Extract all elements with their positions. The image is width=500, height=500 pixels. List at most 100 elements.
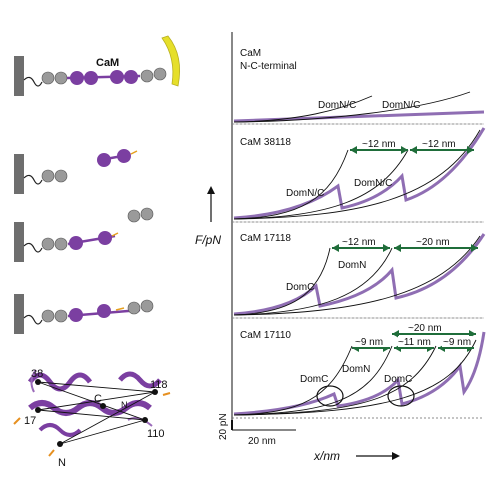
pull-marker [162, 392, 171, 396]
distance-arrowhead [471, 244, 478, 252]
cam-label: CaM [96, 57, 119, 69]
crosslink [115, 307, 125, 311]
n-terminus-label: N [58, 457, 66, 469]
residue-17-label: 17 [24, 415, 36, 427]
cantilever [161, 35, 181, 87]
spacer-bead [140, 207, 154, 221]
residue-38-label: 38 [31, 368, 43, 380]
residue-distance-line [37, 381, 156, 393]
residue-distance-line [37, 409, 146, 421]
peak-label: DomN/C [382, 100, 420, 111]
distance-label: ~12 nm [422, 139, 456, 150]
noisy-trace [233, 331, 486, 416]
n-terminus-dot [57, 441, 63, 447]
cam-domain [97, 153, 111, 167]
residue-38-dot [35, 379, 41, 385]
spacer-bead [41, 169, 55, 183]
spacer-bead [41, 71, 55, 85]
peak-label: DomN/C [286, 188, 324, 199]
distance-label: ~12 nm [342, 237, 376, 248]
wlc-fit [233, 345, 353, 416]
peak-label: DomN [338, 260, 366, 271]
force-traces: 20 pN 20 nm F/pN x/nm CaM N-C-terminal D… [195, 32, 486, 463]
x-label-arrowhead [392, 452, 400, 460]
schematic-row-4 [14, 294, 154, 334]
wlc-fit [233, 247, 393, 316]
panel-title: CaM 17118 [240, 233, 291, 244]
crosslink [130, 150, 138, 155]
y-axis-label: F/pN [195, 233, 221, 247]
distance-label: ~9 nm [355, 337, 383, 348]
panel-17110: CaM 17110 ~20 nm ~9 nm [233, 321, 486, 416]
wlc-fit [233, 235, 481, 316]
schematic-row-2 [14, 149, 138, 194]
noisy-trace [233, 233, 486, 316]
loop [30, 369, 37, 393]
distance-label-bg [360, 137, 400, 149]
panel-17118: CaM 17118 ~12 nm ~20 nm DomC DomN [233, 233, 486, 316]
peak-label: DomC [384, 374, 412, 385]
pull-marker [48, 449, 55, 457]
helix-ribbon [38, 423, 82, 437]
helix-ribbon [27, 372, 93, 392]
calmodulin-structure: 38 17 118 110 C N N [13, 368, 171, 469]
linker [23, 242, 43, 253]
y-label-arrowhead [207, 186, 215, 194]
linker [23, 174, 43, 185]
spacer-bead [140, 69, 154, 83]
surface-block [14, 56, 24, 96]
peak-label: DomN [342, 364, 370, 375]
loop [127, 417, 153, 427]
residue-distance-line [37, 391, 156, 411]
noisy-trace [233, 127, 486, 220]
peak-label: DomN/C [354, 178, 392, 189]
highlight-circle [387, 385, 415, 407]
distance-arrowhead [350, 146, 357, 154]
distance-label-bg [414, 235, 454, 247]
schematic-column: CaM [14, 35, 181, 334]
residue-distance-line [37, 381, 146, 421]
wlc-fit [233, 339, 477, 416]
crosslink [111, 232, 119, 237]
spacer-bead [54, 71, 68, 85]
helix-ribbon [118, 371, 162, 389]
distance-arrowhead [401, 146, 408, 154]
spacer-bead [127, 209, 141, 223]
highlight-circle [316, 385, 344, 407]
distance-label: ~20 nm [408, 323, 442, 334]
cam-domain [97, 304, 111, 318]
n-domain-label: N [121, 400, 128, 410]
wlc-fit [233, 149, 409, 220]
linker [23, 314, 43, 325]
residue-110-dot [142, 417, 148, 423]
distance-label: ~20 nm [416, 237, 450, 248]
distance-arrowhead [394, 244, 401, 252]
distance-arrowhead [332, 244, 339, 252]
distance-arrowhead [392, 330, 399, 338]
wlc-fit [233, 129, 481, 220]
spacer-bead [54, 237, 68, 251]
spacer-bead [41, 237, 55, 251]
distance-label-bg [354, 336, 388, 347]
residue-distance-line [59, 391, 156, 445]
schematic-row-1: CaM [14, 35, 181, 96]
spacer-bead [127, 301, 141, 315]
spacer-bead [153, 67, 167, 81]
wlc-fit [233, 149, 349, 220]
panel-nc-terminal: CaM N-C-terminal DomN/C DomN/C [233, 48, 485, 123]
residue-118-dot [152, 389, 158, 395]
surface-block [14, 222, 24, 262]
peak-label: DomC [300, 374, 328, 385]
spacer-bead [41, 309, 55, 323]
schematic-row-3 [14, 207, 154, 262]
pull-marker [13, 417, 21, 425]
distance-label-bg [420, 137, 460, 149]
wlc-fit [233, 247, 331, 316]
distance-arrowhead [467, 146, 474, 154]
cam-domain [69, 308, 83, 322]
cam-domain-c [110, 70, 124, 84]
surface-block [14, 154, 24, 194]
c-terminus-label: C [94, 393, 102, 405]
panel-title: CaM 38118 [240, 137, 291, 148]
